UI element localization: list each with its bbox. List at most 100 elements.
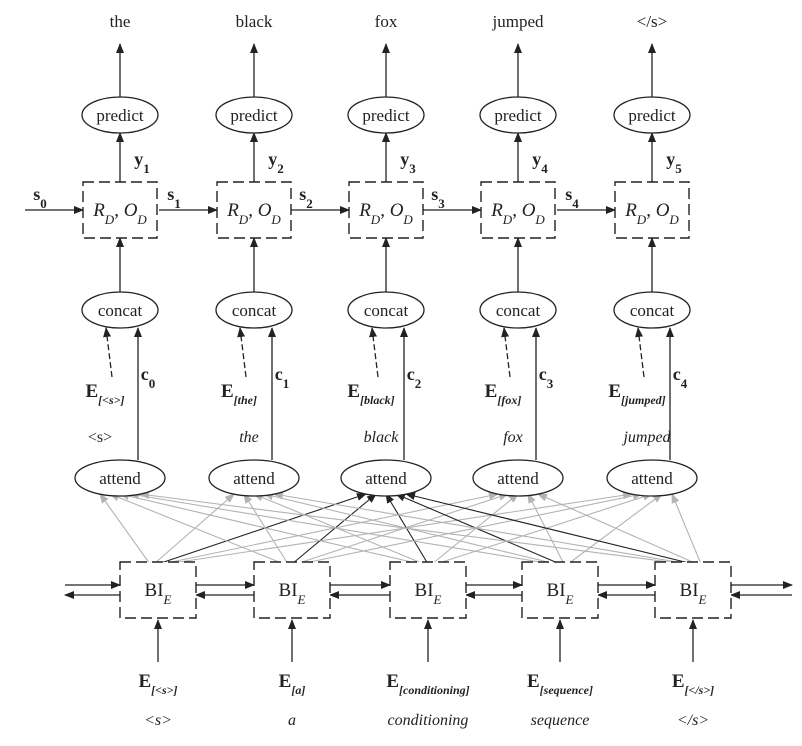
predict-node-1: predict [81, 96, 159, 134]
attention-line [567, 493, 663, 565]
concat-node-1: concat [81, 291, 159, 329]
predict-node-4-shape [479, 96, 557, 134]
encoder-label-4: BIE [547, 580, 574, 607]
decoder-node-1: RD, OD [82, 181, 158, 239]
concat-node-5-label: concat [630, 301, 675, 320]
vertical-arrows [25, 43, 793, 662]
encoder-label-1: BIE [145, 580, 172, 607]
predict-node-5-shape [613, 96, 691, 134]
embedding-to-concat-arrow [237, 327, 247, 378]
input-word-3: conditioning [388, 712, 469, 729]
embedding-to-concat-arrow [369, 327, 379, 378]
concat-node-2: concat [215, 291, 293, 329]
decoder-node-2: RD, OD [216, 181, 292, 239]
attention-line [161, 491, 499, 565]
decoder-node-1-shape [82, 181, 158, 239]
embedding-to-concat-arrow [501, 327, 511, 378]
encoder-label-3: BIE [415, 580, 442, 607]
encoder-node-2: BIE [253, 561, 331, 619]
attend-node-4: attend [472, 459, 564, 497]
predict-node-2: predict [215, 96, 293, 134]
diagram-nodes: predict RD, OD concat attend predict RD, OD co… [74, 96, 732, 619]
attention-line [385, 493, 429, 565]
input-embedding-label-4: E[sequence] [527, 671, 593, 697]
output-word-3: fox [375, 12, 398, 31]
decoder-node-5-shape [614, 181, 690, 239]
output-y-label-1: y1 [134, 149, 150, 176]
predict-node-2-shape [215, 96, 293, 134]
encoder-node-3-shape [389, 561, 467, 619]
decoder-node-4: RD, OD [480, 181, 556, 239]
state-label-1: s1 [167, 184, 181, 211]
encoder-label-2: BIE [279, 580, 306, 607]
context-label-2: c1 [275, 364, 290, 391]
concat-node-3-shape [347, 291, 425, 329]
attention-line [431, 493, 519, 565]
output-y-label-4: y4 [532, 149, 548, 176]
attention-line [139, 491, 686, 565]
decoder-label-3: RD, OD [358, 200, 413, 227]
attention-line [671, 493, 702, 565]
input-embedding-label-3: E[conditioning] [386, 671, 469, 697]
prev-embedding-label-5: E[jumped] [608, 381, 665, 407]
attend-node-1-shape [74, 459, 166, 497]
output-y-label-3: y3 [400, 149, 416, 176]
concat-node-1-label: concat [98, 301, 143, 320]
predict-node-4: predict [479, 96, 557, 134]
context-label-4: c3 [539, 364, 554, 391]
prev-embedding-label-3: E[black] [347, 381, 394, 407]
predict-node-4-label: predict [494, 106, 541, 125]
attention-line [157, 493, 367, 565]
attend-node-1: attend [74, 459, 166, 497]
decoder-node-3: RD, OD [348, 181, 424, 239]
attend-node-2: attend [208, 459, 300, 497]
input-word-4: sequence [531, 712, 590, 729]
concat-node-2-shape [215, 291, 293, 329]
concat-node-3-label: concat [364, 301, 409, 320]
context-label-1: c0 [141, 364, 156, 391]
attention-line [99, 493, 151, 565]
attention-line [299, 491, 643, 565]
attention-line [119, 492, 421, 565]
state-label-3: s3 [431, 184, 445, 211]
attend-node-5: attend [606, 459, 698, 497]
concat-node-1-shape [81, 291, 159, 329]
output-word-1: the [110, 12, 131, 31]
predict-node-1-label: predict [96, 106, 143, 125]
output-word-4: jumped [492, 12, 544, 31]
state-label-0: s0 [33, 184, 47, 211]
embedding-to-concat-arrow [635, 327, 645, 378]
output-word-5: </s> [637, 12, 668, 31]
input-embedding-label-2: E[a] [279, 671, 306, 697]
input-word-1: <s> [144, 712, 172, 729]
prev-word-4: fox [503, 429, 523, 446]
attend-node-5-shape [606, 459, 698, 497]
attention-line [153, 493, 235, 565]
decoder-node-4-shape [480, 181, 556, 239]
attend-node-1-label: attend [99, 469, 141, 488]
prev-word-3: black [364, 429, 400, 446]
diagram-labels: s0 s1 s2 s3 s4 the y1 c0 E[<s>] <s> black y2 c1 E[the… [33, 12, 714, 729]
predict-node-1-shape [81, 96, 159, 134]
attend-node-3-label: attend [365, 469, 407, 488]
prev-word-5: jumped [621, 429, 671, 446]
decoder-node-5: RD, OD [614, 181, 690, 239]
prev-embedding-label-2: E[the] [221, 381, 257, 407]
attention-line [405, 492, 694, 565]
encoder-node-4-shape [521, 561, 599, 619]
attend-node-3: attend [340, 459, 432, 497]
concat-node-5-shape [613, 291, 691, 329]
attend-node-4-shape [472, 459, 564, 497]
embedding-to-concat-arrow [103, 327, 113, 378]
context-label-3: c2 [407, 364, 422, 391]
attend-node-4-label: attend [497, 469, 539, 488]
decoder-node-2-shape [216, 181, 292, 239]
predict-node-3-shape [347, 96, 425, 134]
output-y-label-5: y5 [666, 149, 682, 176]
attend-node-3-shape [340, 459, 432, 497]
predict-node-3: predict [347, 96, 425, 134]
attention-line [273, 491, 690, 565]
attention-line [243, 493, 289, 565]
state-label-4: s4 [565, 184, 579, 211]
output-word-2: black [236, 12, 273, 31]
